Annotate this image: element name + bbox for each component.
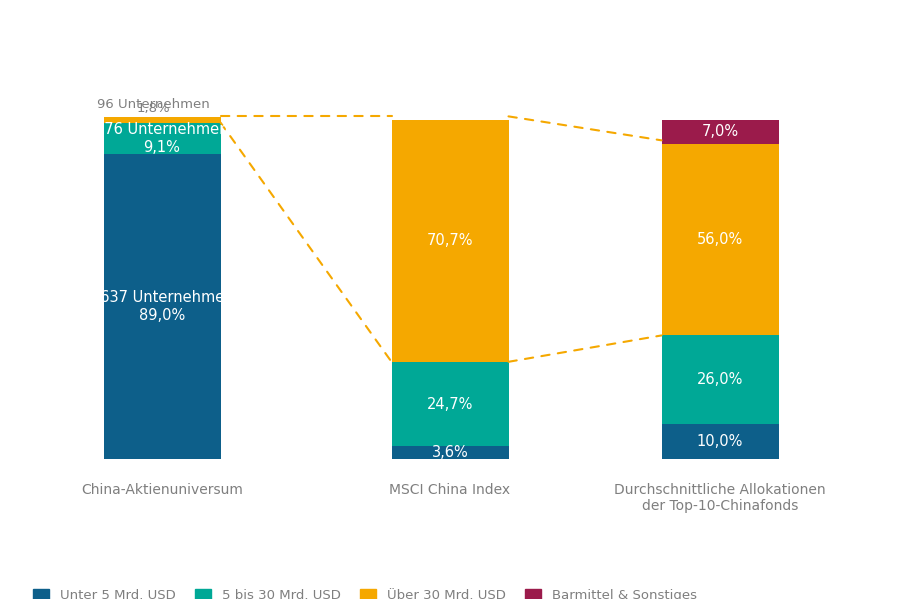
- Bar: [104, 117, 220, 123]
- Bar: [662, 144, 778, 335]
- Bar: [392, 362, 508, 446]
- Text: 10,0%: 10,0%: [697, 434, 743, 449]
- Text: 70,7%: 70,7%: [427, 233, 473, 249]
- Bar: [392, 120, 508, 362]
- Text: 96 Unternehmen: 96 Unternehmen: [96, 98, 210, 111]
- Text: 476 Unternehmen
9,1%: 476 Unternehmen 9,1%: [95, 122, 229, 155]
- Legend: Unter 5 Mrd. USD, 5 bis 30 Mrd. USD, Über 30 Mrd. USD, Barmittel & Sonstiges: Unter 5 Mrd. USD, 5 bis 30 Mrd. USD, Übe…: [33, 589, 697, 599]
- Bar: [662, 335, 778, 425]
- Text: MSCI China Index: MSCI China Index: [390, 483, 510, 497]
- Bar: [392, 446, 508, 459]
- Text: Durchschnittliche Allokationen
der Top-10-Chinafonds: Durchschnittliche Allokationen der Top-1…: [614, 483, 826, 513]
- Text: 1,8%: 1,8%: [136, 102, 170, 116]
- Bar: [104, 123, 220, 154]
- Bar: [104, 154, 220, 459]
- Text: China-Aktienuniversum: China-Aktienuniversum: [81, 483, 243, 497]
- Text: 3,6%: 3,6%: [432, 445, 468, 460]
- Bar: [662, 425, 778, 459]
- Text: 4637 Unternehmen
89,0%: 4637 Unternehmen 89,0%: [91, 290, 233, 322]
- Text: 24,7%: 24,7%: [427, 397, 473, 412]
- Text: 7,0%: 7,0%: [701, 124, 739, 140]
- Text: 26,0%: 26,0%: [697, 373, 743, 388]
- Bar: [662, 120, 778, 144]
- Text: 56,0%: 56,0%: [697, 232, 743, 247]
